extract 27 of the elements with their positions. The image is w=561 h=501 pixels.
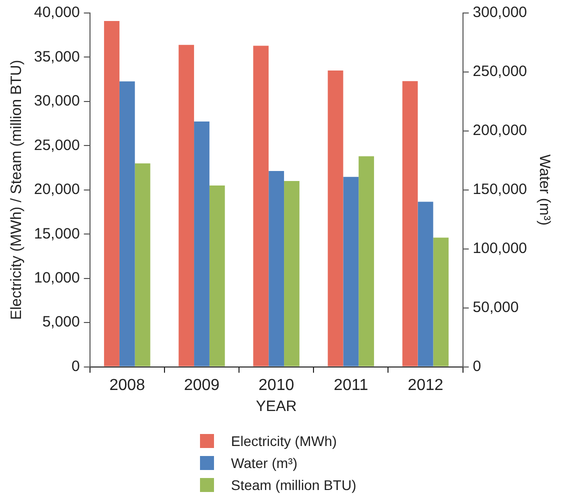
y-tick-label: 20,000 (34, 181, 80, 198)
x-tick-label: 2011 (334, 376, 368, 394)
y2-tick-label: 0 (472, 358, 482, 375)
y-tick-label: 35,000 (34, 48, 80, 66)
y-tick-label: 5,000 (42, 314, 80, 331)
y-tick-label: 15,000 (34, 225, 80, 242)
y-tick-label: 30,000 (34, 92, 80, 110)
legend-label: Electricity (MWh) (231, 433, 337, 449)
y2-tick-label: 300,000 (472, 4, 528, 22)
y2-tick-label: 50,000 (472, 298, 519, 316)
y2-tick-label: 150,000 (472, 181, 528, 198)
legend-label: Steam (million BTU) (231, 477, 356, 493)
y-tick-label: 10,000 (34, 269, 80, 286)
x-tick-label: 2009 (184, 376, 220, 394)
x-tick-label: 2008 (109, 376, 146, 394)
x-axis-title: YEAR (256, 398, 297, 416)
y-tick-label: 40,000 (34, 4, 80, 22)
legend-label: Water (m³) (231, 455, 298, 471)
y2-tick-label: 200,000 (472, 122, 528, 140)
x-tick-label: 2010 (258, 376, 294, 394)
y2-tick-label: 250,000 (472, 63, 528, 80)
y2-tick-label: 100,000 (472, 240, 528, 258)
y2-axis-title: Water (m³) (536, 154, 553, 226)
y-axis-title: Electricity (MWh) / Steam (million BTU) (8, 60, 26, 320)
y-tick-label: 0 (72, 358, 80, 375)
y-tick-label: 25,000 (34, 136, 80, 154)
x-tick-label: 2012 (408, 376, 444, 394)
